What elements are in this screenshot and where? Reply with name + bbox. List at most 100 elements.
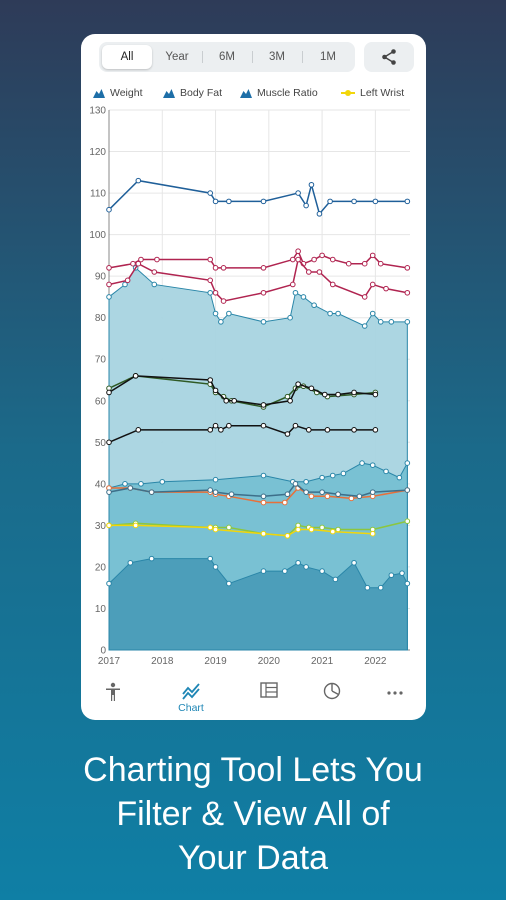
data-point [388,572,395,579]
data-point [260,289,267,296]
data-point [106,522,112,529]
data-point [138,481,144,487]
legend-item-weight[interactable]: Weight [93,87,143,99]
legend-item-body-fat[interactable]: Body Fat [163,87,222,99]
data-point [303,564,309,570]
data-point [404,518,411,525]
data-point [292,289,299,296]
data-point [289,281,296,288]
data-point [327,310,333,317]
share-button[interactable] [364,42,414,72]
nav-table-tab[interactable] [239,674,299,720]
data-point [364,584,371,591]
data-point [127,559,134,566]
data-point [356,493,363,500]
data-point [207,190,214,196]
range-3m-button[interactable]: 3M [269,51,285,63]
data-point [351,198,357,205]
data-point [340,470,347,477]
data-point [332,576,339,583]
legend-label: Muscle Ratio [257,87,318,99]
data-point [207,377,214,383]
data-point [226,580,232,587]
data-point [151,269,158,275]
y-tick-label: 130 [89,106,106,117]
y-tick-label: 10 [95,604,107,615]
data-point [226,198,232,205]
data-point [303,478,309,485]
data-point [122,481,128,487]
separator [202,51,203,63]
nav-label: Chart [178,702,204,714]
data-point [351,389,357,396]
nav-body-tab[interactable] [83,674,143,720]
caption-line: Charting Tool Lets You [83,751,423,789]
data-point [361,323,368,329]
data-point [319,524,325,531]
data-point [282,499,288,506]
x-tick-label: 2017 [98,656,121,667]
data-point [260,568,267,574]
data-point [404,487,411,493]
data-point [335,310,341,317]
separator [302,51,303,63]
measurement-chart[interactable]: 0 10 20 30 40 50 60 70 80 90 100 110 120 130 2017 2018 2… [81,102,426,672]
data-point [218,427,224,433]
data-point [135,260,142,267]
data-point [295,190,301,196]
data-point [138,256,144,263]
data-point [212,422,219,429]
y-tick-label: 70 [95,355,107,366]
y-tick-label: 20 [95,562,107,573]
data-point [335,391,341,398]
data-point [361,294,368,300]
range-1m-button[interactable]: 1M [320,51,336,63]
y-tick-label: 40 [95,479,107,490]
data-point [303,202,309,209]
data-point [369,489,376,495]
data-point [159,478,166,485]
legend-item-muscle-ratio[interactable]: Muscle Ratio [240,87,318,99]
data-point [212,489,219,495]
data-point [212,526,219,533]
data-point [284,393,291,400]
data-point [260,499,267,506]
data-point [377,260,384,267]
data-point [329,528,336,535]
data-point [369,252,376,259]
data-point [218,319,224,325]
data-point [212,476,219,483]
range-selector: All Year 6M 3M 1M [99,42,355,72]
table-icon [260,682,278,698]
data-point [260,402,267,408]
x-tick-label: 2022 [364,656,387,667]
app-screen: All Year 6M 3M 1M Weight Body Fat [81,34,426,720]
data-point [260,265,267,271]
range-6m-button[interactable]: 6M [219,51,235,63]
data-point [106,265,112,271]
legend-item-left-wrist[interactable]: Left Wrist [341,87,404,99]
data-point [226,422,232,429]
data-point [305,427,312,433]
range-year-button[interactable]: Year [165,51,189,63]
mountain-icon [93,89,105,98]
caption-line: Your Data [178,839,328,877]
data-point [287,397,293,404]
data-point [106,281,112,288]
data-point [359,460,365,466]
legend-label: Left Wrist [360,87,405,99]
data-point [212,265,219,271]
top-toolbar: All Year 6M 3M 1M [99,42,416,72]
nav-chart-tab[interactable]: Chart [161,674,221,720]
nav-more-tab[interactable] [365,674,425,720]
data-point [148,555,155,562]
data-point [260,319,267,325]
data-point [231,397,237,404]
data-point [228,491,235,498]
range-all-button[interactable]: All [102,45,152,69]
x-tick-label: 2019 [204,656,227,667]
separator [252,51,253,63]
data-point [260,472,267,479]
nav-analysis-tab[interactable] [302,674,362,720]
data-point [127,485,134,491]
